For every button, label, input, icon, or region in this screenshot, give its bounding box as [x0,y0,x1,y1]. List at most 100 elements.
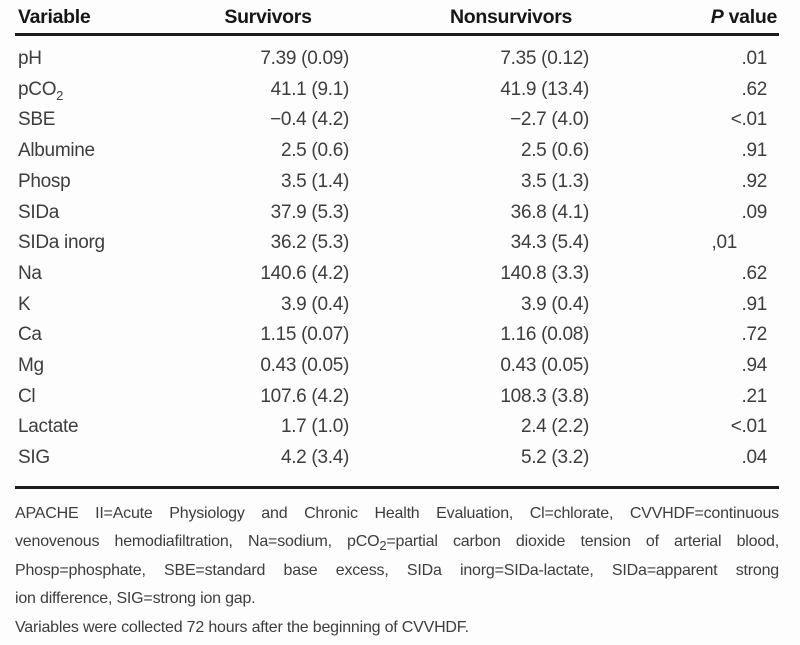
cell-p: ,01 [711,232,737,254]
p-value-italic-p: P [710,6,724,28]
table-row: SBE −0.4 (4.2) −2.7 (4.0) <.01 [15,105,779,136]
cell-variable: Phosp [15,167,205,198]
cell-survivors: 3.9 (0.4) [280,293,349,315]
variable-label: Albumine [18,140,95,162]
results-table: Variable Survivors Nonsurvivors P value … [15,0,779,489]
cell-survivors: 140.6 (4.2) [260,262,349,284]
cell-p: .94 [741,355,767,377]
table-row: SIG 4.2 (3.4) 5.2 (3.2) .04 [15,443,779,487]
table-row: K 3.9 (0.4) 3.9 (0.4) .91 [15,290,779,321]
table-row: Albumine 2.5 (0.6) 2.5 (0.6) .91 [15,136,779,167]
cell-nonsurvivors: 41.9 (13.4) [500,78,589,100]
cell-nonsurvivors: 0.43 (0.05) [500,355,589,377]
cell-p: .62 [741,78,767,100]
cell-variable: Na [15,259,205,290]
table-row: Phosp 3.5 (1.4) 3.5 (1.3) .92 [15,167,779,198]
cell-nonsurvivors: 1.16 (0.08) [500,324,589,346]
table-row: pH 7.39 (0.09) 7.35 (0.12) .01 [15,35,779,75]
table-body: pH 7.39 (0.09) 7.35 (0.12) .01 pCO2 41.1 (9.1… [15,35,779,488]
footnote-line-2-pre: venovenous hemodiafiltration, Na=sodium,… [15,533,380,551]
cell-p: .72 [741,324,767,346]
cell-p: .92 [741,170,767,192]
variable-label: Phosp [18,170,71,192]
variable-label: SBE [18,109,56,131]
variable-label: Ca [18,324,42,346]
header-p-value: P value [605,0,779,36]
cell-nonsurvivors: 34.3 (5.4) [510,232,590,254]
cell-nonsurvivors: 3.9 (0.4) [520,293,589,315]
cell-p: .21 [741,385,767,407]
cell-nonsurvivors: 3.5 (1.3) [520,170,589,192]
cell-nonsurvivors: 2.5 (0.6) [520,140,589,162]
cell-p: .91 [741,293,767,315]
variable-label: K [18,293,31,315]
cell-p: <.01 [730,109,768,131]
cell-p: .62 [741,262,767,284]
variable-label: Cl [18,385,36,407]
variable-label: pH [18,48,42,69]
footnote-line-4: ion difference, SIG=strong ion gap. [15,590,256,608]
table-row: Cl 107.6 (4.2) 108.3 (3.8) .21 [15,382,779,413]
variable-label: pCO [18,78,57,100]
footnote-line-2: venovenous hemodiafiltration, Na=sodium,… [15,528,779,557]
table-row: Lactate 1.7 (1.0) 2.4 (2.2) <.01 [15,412,779,443]
cell-survivors: 4.2 (3.4) [280,447,349,469]
cell-nonsurvivors: 5.2 (3.2) [520,447,589,469]
cell-survivors: 36.2 (5.3) [270,232,350,254]
cell-nonsurvivors: 2.4 (2.2) [520,416,589,438]
table-row: Ca 1.15 (0.07) 1.16 (0.08) .72 [15,320,779,351]
cell-variable: Ca [15,320,205,351]
cell-variable: Cl [15,382,205,413]
cell-nonsurvivors: 140.8 (3.3) [500,262,589,284]
cell-variable: Albumine [15,136,205,167]
cell-variable: K [15,290,205,321]
cell-survivors: 0.43 (0.05) [260,355,349,377]
cell-p: .09 [741,201,767,223]
table-footnote: APACHE II=Acute Physiology and Chronic H… [15,500,779,643]
p-value-label-rest: value [723,6,778,28]
footnote-pco2-subscript: 2 [379,538,387,554]
cell-survivors: 107.6 (4.2) [260,385,349,407]
cell-survivors: 1.15 (0.07) [260,324,349,346]
table-header: Variable Survivors Nonsurvivors P value [15,0,779,36]
cell-nonsurvivors: 108.3 (3.8) [500,385,589,407]
cell-survivors: −0.4 (4.2) [270,109,349,131]
cell-nonsurvivors: −2.7 (4.0) [510,109,589,131]
cell-variable: SIG [15,443,205,487]
cell-variable: pH [15,35,205,75]
footnote-line-1: APACHE II=Acute Physiology and Chronic H… [15,504,779,522]
variable-label: Mg [18,355,44,377]
cell-p: .91 [741,140,767,162]
cell-variable: SIDa inorg [15,228,205,259]
cell-variable: pCO2 [15,75,205,106]
header-variable: Variable [15,0,205,36]
header-survivors: Survivors [205,0,365,36]
cell-nonsurvivors: 7.35 (0.12) [500,48,589,69]
cell-nonsurvivors: 36.8 (4.1) [510,201,590,223]
variable-label: SIG [18,447,50,469]
cell-survivors: 37.9 (5.3) [270,201,350,223]
cell-p: .01 [741,48,767,69]
footnote-line-3: Phosp=phosphate, SBE=standard base exces… [15,561,779,579]
variable-label: Lactate [18,416,79,438]
cell-p: .04 [741,447,767,469]
cell-variable: Lactate [15,412,205,443]
variable-label: Na [18,262,42,284]
variable-subscript: 2 [56,87,64,103]
header-row: Variable Survivors Nonsurvivors P value [15,0,779,36]
variable-label: SIDa inorg [18,232,105,254]
cell-variable: SBE [15,105,205,136]
cell-p: <.01 [730,416,768,438]
cell-variable: SIDa [15,198,205,229]
table-row: Mg 0.43 (0.05) 0.43 (0.05) .94 [15,351,779,382]
cell-survivors: 3.5 (1.4) [280,170,349,192]
variable-label: SIDa [18,201,60,223]
table-row: pCO2 41.1 (9.1) 41.9 (13.4) .62 [15,75,779,106]
table-row: Na 140.6 (4.2) 140.8 (3.3) .62 [15,259,779,290]
header-nonsurvivors: Nonsurvivors [365,0,605,36]
table-row: SIDa 37.9 (5.3) 36.8 (4.1) .09 [15,198,779,229]
cell-survivors: 1.7 (1.0) [280,416,349,438]
table-row: SIDa inorg 36.2 (5.3) 34.3 (5.4) ,01 [15,228,779,259]
footnote-line-5: Variables were collected 72 hours after … [15,618,469,636]
